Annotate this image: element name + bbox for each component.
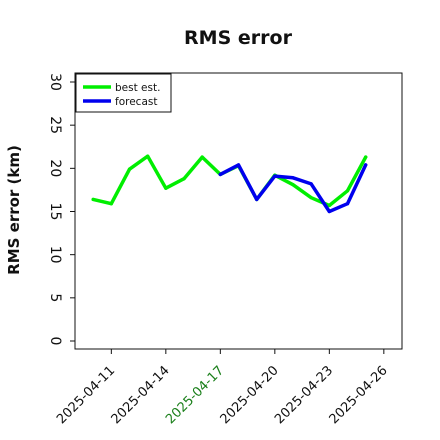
data-point-best-est (327, 203, 331, 208)
y-tick-label: 5 (47, 293, 63, 302)
legend-label-best-est: best est. (115, 82, 160, 94)
y-axis-label: RMS error (km) (5, 145, 23, 275)
y-axis: 0 5 10 15 20 25 30 (47, 73, 75, 345)
data-point-best-est (182, 177, 186, 181)
data-point-forecast (273, 174, 277, 178)
data-point-best-est (364, 155, 368, 159)
data-point-forecast (236, 163, 241, 167)
series-layer (91, 154, 368, 214)
y-tick-label: 20 (47, 159, 63, 177)
y-tick-label: 0 (47, 337, 63, 346)
y-tick-label: 25 (47, 116, 63, 134)
data-point-best-est (291, 183, 295, 187)
series-line-forecast (218, 163, 368, 214)
data-point-best-est (109, 202, 113, 206)
data-point-best-est (200, 155, 204, 159)
data-point-forecast (218, 172, 222, 176)
y-tick-label: 10 (47, 246, 63, 264)
y-tick-label: 30 (47, 73, 63, 91)
data-point-forecast (255, 197, 259, 202)
plot-frame (74, 72, 403, 350)
data-point-best-est (127, 167, 132, 171)
data-point-forecast (364, 163, 368, 167)
legend-label-forecast: forecast (115, 96, 157, 108)
chart-title: RMS error (184, 27, 293, 49)
data-point-best-est (91, 197, 95, 202)
data-point-best-est (345, 189, 350, 193)
data-point-best-est (164, 186, 168, 190)
data-point-best-est (146, 154, 150, 158)
series-line-best-est (91, 154, 368, 208)
data-point-best-est (309, 196, 313, 200)
data-point-forecast (327, 209, 331, 214)
legend-box (75, 73, 172, 113)
y-tick-label: 15 (47, 203, 63, 221)
data-point-forecast (309, 182, 313, 186)
legend: best est. forecast (75, 73, 172, 113)
x-axis: 2025-04-112025-04-142025-04-172025-04-20… (54, 349, 391, 427)
data-point-forecast (291, 176, 295, 180)
data-point-forecast (345, 202, 350, 206)
x-tick-label: 2025-04-26 (327, 363, 391, 427)
